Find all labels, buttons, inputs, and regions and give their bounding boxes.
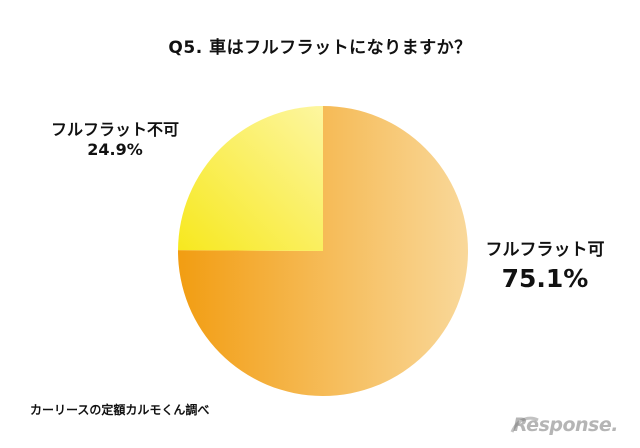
response-logo: [510, 416, 539, 433]
slice-percent-flat: 75.1%: [501, 264, 589, 293]
watermark-text: Response.: [513, 414, 618, 436]
slice-name: フルフラット不可: [50, 120, 179, 139]
slice-name-flat: フルフラット可: [485, 240, 605, 260]
slice-label-not-flat: フルフラット不可 24.9%: [40, 120, 190, 160]
slice-percent: 24.9%: [87, 140, 143, 159]
source-note: カーリースの定額カルモくん調べ: [30, 403, 210, 417]
chart-title: Q5. 車はフルフラットになりますか？: [168, 38, 472, 58]
pie-slice-not-flat: [178, 106, 323, 251]
